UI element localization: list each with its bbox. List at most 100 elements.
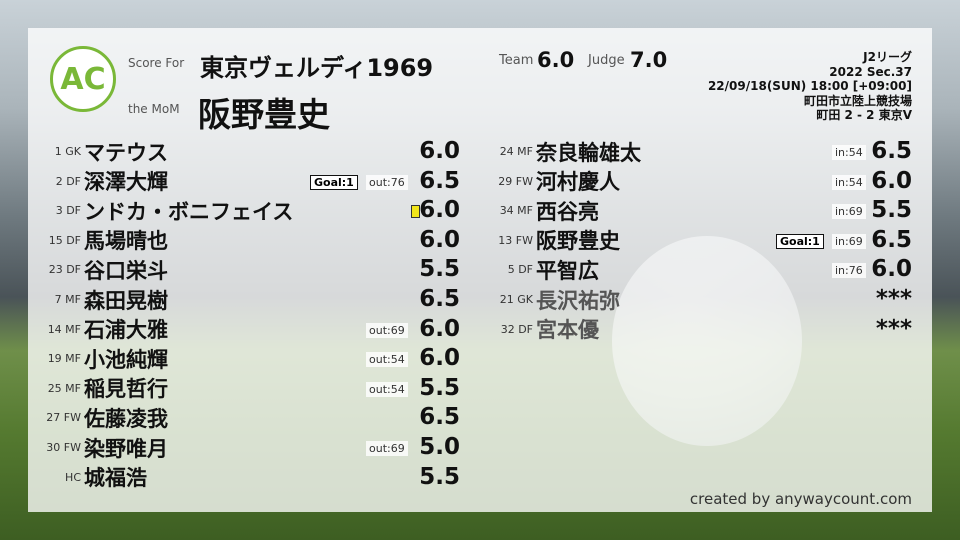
player-score: *** <box>875 315 912 342</box>
player-score: 5.5 <box>419 256 460 283</box>
judge-label: Judge <box>588 53 625 68</box>
player-row: 21 GK 長沢祐弥 <box>482 285 620 314</box>
player-name: 平智広 <box>536 258 599 283</box>
player-row: 25 MF 稲見哲行 <box>30 374 168 403</box>
substitution-badge: in:76 <box>832 263 866 279</box>
player-number-position: 14 MF <box>47 322 81 336</box>
player-row: 32 DF 宮本優 <box>482 315 599 344</box>
player-score: 5.5 <box>419 374 460 401</box>
mom-name: 阪野豊史 <box>198 95 330 134</box>
player-row: HC 城福浩 <box>30 463 147 492</box>
player-number-position: 5 DF <box>507 263 533 277</box>
player-number-position: 29 FW <box>498 174 533 188</box>
player-row: 24 MF 奈良輪雄太 <box>482 137 641 166</box>
substitution-badge: in:54 <box>832 174 866 190</box>
player-number-position: 13 FW <box>498 233 533 247</box>
player-number-position: 30 FW <box>46 441 81 454</box>
player-row: 23 DF 谷口栄斗 <box>30 255 168 284</box>
player-row: 5 DF 平智広 <box>482 255 599 284</box>
anywaycount-logo: AC <box>50 46 116 112</box>
score-panel <box>28 28 932 512</box>
player-name: ンドカ・ボニフェイス <box>84 199 294 224</box>
substitution-badge: in:54 <box>832 145 866 160</box>
match-info: J2リーグ 2022 Sec.37 22/09/18(SUN) 18:00 [+… <box>708 50 912 123</box>
player-number-position: 25 MF <box>47 381 81 395</box>
player-name: 佐藤凌我 <box>84 406 168 431</box>
player-row: 15 DF 馬場晴也 <box>30 226 168 255</box>
player-score: 6.0 <box>419 138 460 164</box>
team-score: 6.0 <box>537 48 575 72</box>
player-name: 谷口栄斗 <box>84 258 168 283</box>
player-score: 6.0 <box>419 345 460 372</box>
player-number-position: 34 MF <box>499 204 533 218</box>
player-number-position: 3 DF <box>55 204 81 218</box>
player-name: マテウス <box>84 140 168 165</box>
player-name: 染野唯月 <box>84 436 168 461</box>
team-label: Team <box>499 53 534 68</box>
player-row: 7 MF 森田晃樹 <box>30 285 168 314</box>
substitution-badge: out:69 <box>366 322 408 338</box>
player-number-position: 1 GK <box>54 145 81 158</box>
player-row: 3 DF ンドカ・ボニフェイス <box>30 196 294 225</box>
player-number-position: 32 DF <box>500 322 533 336</box>
player-row: 29 FW 河村慶人 <box>482 167 620 196</box>
player-name: 深澤大輝 <box>84 170 168 195</box>
player-score: 6.0 <box>871 256 912 283</box>
player-score: 6.0 <box>419 315 460 342</box>
player-score: 6.0 <box>419 226 460 253</box>
league: J2リーグ <box>863 50 912 64</box>
player-name: 稲見哲行 <box>84 377 168 402</box>
player-number-position: 7 MF <box>54 293 81 306</box>
player-name: 阪野豊史 <box>536 229 620 254</box>
player-name: 宮本優 <box>536 318 599 343</box>
player-name: 馬場晴也 <box>84 229 168 254</box>
player-row: 1 GK マテウス <box>30 137 168 166</box>
yellow-card-icon <box>411 205 420 219</box>
score-for-label: Score For <box>128 56 185 70</box>
player-name: 長沢祐弥 <box>536 288 620 313</box>
player-name: 奈良輪雄太 <box>536 140 641 165</box>
player-score: 6.5 <box>419 167 460 194</box>
player-row: 13 FW 阪野豊史 <box>482 226 620 255</box>
player-score: 6.5 <box>419 286 460 312</box>
substitution-badge: in:69 <box>832 233 866 249</box>
player-number-position: 2 DF <box>55 174 81 188</box>
player-score: 6.0 <box>419 197 460 224</box>
player-row: 14 MF 石浦大雅 <box>30 315 168 344</box>
player-name: 森田晃樹 <box>84 288 168 313</box>
player-score: 5.0 <box>419 434 460 460</box>
player-score: 6.5 <box>419 404 460 431</box>
player-name: 小池純輝 <box>84 347 168 372</box>
result: 町田 2 - 2 東京V <box>816 108 912 122</box>
player-row: 19 MF 小池純輝 <box>30 344 168 373</box>
substitution-badge: out:69 <box>366 441 408 456</box>
stadium: 町田市立陸上競技場 <box>803 93 912 108</box>
substitution-badge: out:76 <box>366 174 408 190</box>
player-score: 5.5 <box>419 463 460 490</box>
goal-badge: Goal:1 <box>776 233 824 249</box>
player-score: 6.5 <box>871 226 912 253</box>
section: 2022 Sec.37 <box>829 64 912 79</box>
player-number-position: 27 FW <box>46 411 81 425</box>
player-name: 石浦大雅 <box>84 318 168 343</box>
goal-badge: Goal:1 <box>310 174 358 190</box>
player-number-position: 24 MF <box>499 145 533 158</box>
player-score: 6.0 <box>871 167 912 194</box>
player-name: 西谷亮 <box>536 199 599 224</box>
team-name: 東京ヴェルディ1969 <box>200 54 434 82</box>
player-number-position: 23 DF <box>48 263 81 277</box>
datetime: 22/09/18(SUN) 18:00 [+09:00] <box>707 79 912 93</box>
substitution-badge: out:54 <box>366 381 408 397</box>
player-score: 5.5 <box>871 197 912 224</box>
player-number-position: 19 MF <box>47 352 81 366</box>
player-row: 34 MF 西谷亮 <box>482 196 599 225</box>
player-row: 30 FW 染野唯月 <box>30 433 168 462</box>
player-number-position: 21 GK <box>499 293 533 306</box>
mom-label: the MoM <box>128 102 180 116</box>
player-name: 河村慶人 <box>536 170 620 195</box>
credit: created by anywaycount.com <box>689 490 912 508</box>
logo-text: AC <box>60 61 106 97</box>
judge-score: 7.0 <box>630 48 668 72</box>
player-score: 6.5 <box>871 138 912 164</box>
substitution-badge: out:54 <box>366 352 408 368</box>
